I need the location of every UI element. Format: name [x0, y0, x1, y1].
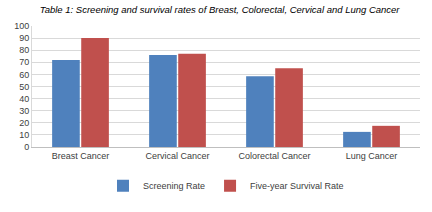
svg-text:70: 70: [19, 57, 29, 67]
svg-text:Lung Cancer: Lung Cancer: [346, 151, 398, 161]
svg-text:50: 50: [19, 82, 29, 92]
svg-text:80: 80: [19, 45, 29, 55]
svg-text:60: 60: [19, 70, 29, 80]
svg-text:30: 30: [19, 106, 29, 116]
svg-text:20: 20: [19, 118, 29, 128]
svg-text:Screening Rate: Screening Rate: [143, 181, 205, 191]
svg-text:Five-year Survival Rate: Five-year Survival Rate: [250, 181, 344, 191]
svg-text:100: 100: [14, 21, 29, 31]
svg-text:Breast Cancer: Breast Cancer: [52, 151, 110, 161]
svg-text:Colorectal Cancer: Colorectal Cancer: [238, 151, 310, 161]
svg-text:Cervical Cancer: Cervical Cancer: [145, 151, 209, 161]
svg-text:0: 0: [24, 142, 29, 152]
svg-text:40: 40: [19, 94, 29, 104]
svg-text:10: 10: [19, 130, 29, 140]
svg-text:Table 1: Screening and surviva: Table 1: Screening and survival rates of…: [40, 4, 401, 15]
svg-text:90: 90: [19, 33, 29, 43]
